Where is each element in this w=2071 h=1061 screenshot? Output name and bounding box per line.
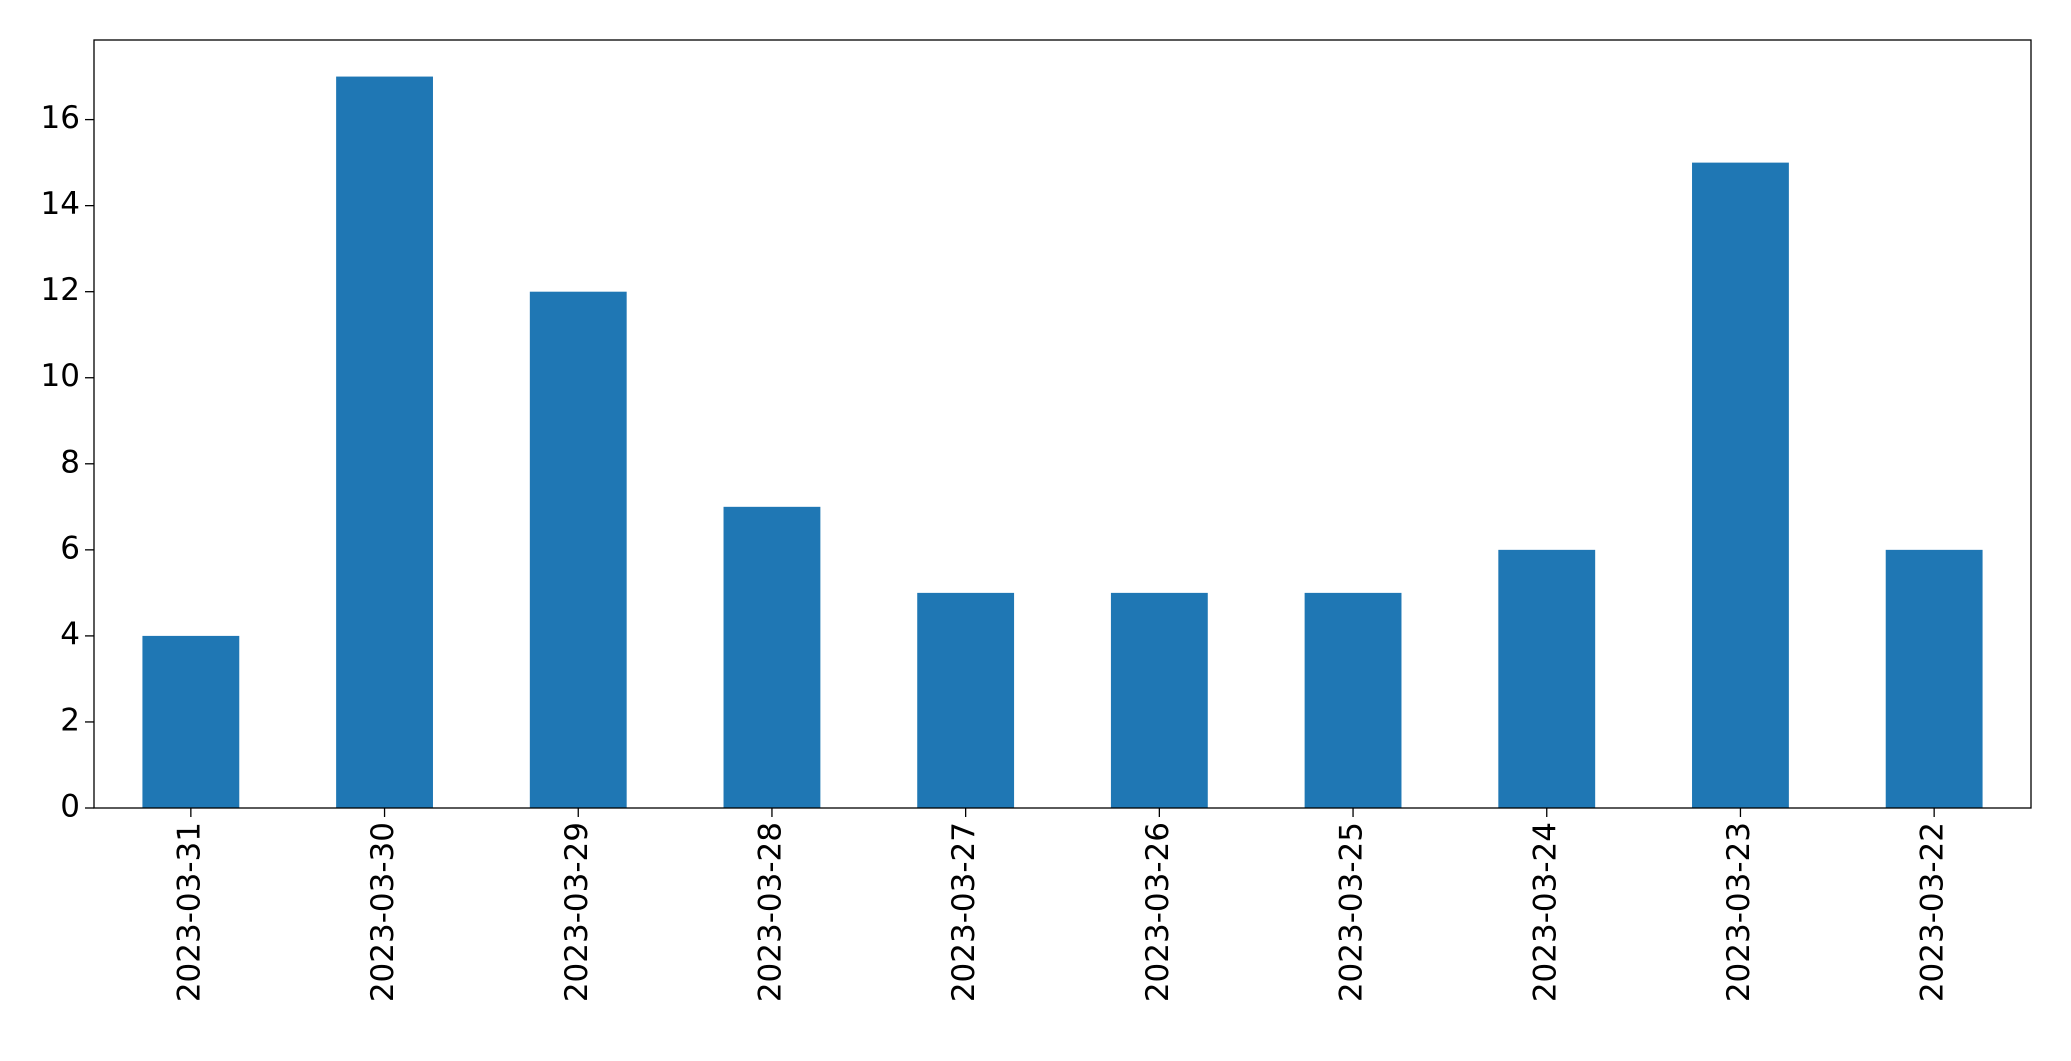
y-tick-label: 10 (41, 358, 80, 394)
bar (1885, 549, 1983, 808)
y-tick-label: 12 (41, 272, 80, 308)
bar (1110, 592, 1208, 808)
x-tick-label: 2023-03-28 (752, 822, 788, 1002)
x-tick-label: 2023-03-26 (1140, 822, 1176, 1002)
y-tick-label: 16 (41, 100, 80, 136)
x-tick-label: 2023-03-29 (559, 822, 595, 1002)
y-tick-label: 6 (60, 530, 80, 566)
bar (336, 76, 433, 809)
bar (1498, 549, 1596, 808)
x-tick-label: 2023-03-25 (1334, 822, 1370, 1002)
bar (529, 291, 627, 808)
y-tick-label: 0 (60, 789, 80, 825)
y-tick-label: 4 (60, 616, 80, 652)
x-tick-label: 2023-03-22 (1915, 822, 1951, 1002)
x-tick-label: 2023-03-30 (365, 822, 401, 1002)
y-tick-label: 14 (41, 186, 80, 222)
x-tick-label: 2023-03-27 (946, 822, 982, 1002)
bar (723, 506, 821, 808)
bar (142, 635, 240, 808)
y-tick-label: 2 (60, 702, 80, 738)
x-tick-label: 2023-03-24 (1527, 822, 1563, 1002)
bar (917, 592, 1015, 808)
y-tick-label: 8 (60, 444, 80, 480)
x-tick-label: 2023-03-23 (1721, 822, 1757, 1002)
bar (1304, 592, 1402, 808)
bar (1692, 162, 1789, 809)
x-tick-label: 2023-03-31 (171, 822, 207, 1002)
plot-frame (93, 39, 2032, 809)
